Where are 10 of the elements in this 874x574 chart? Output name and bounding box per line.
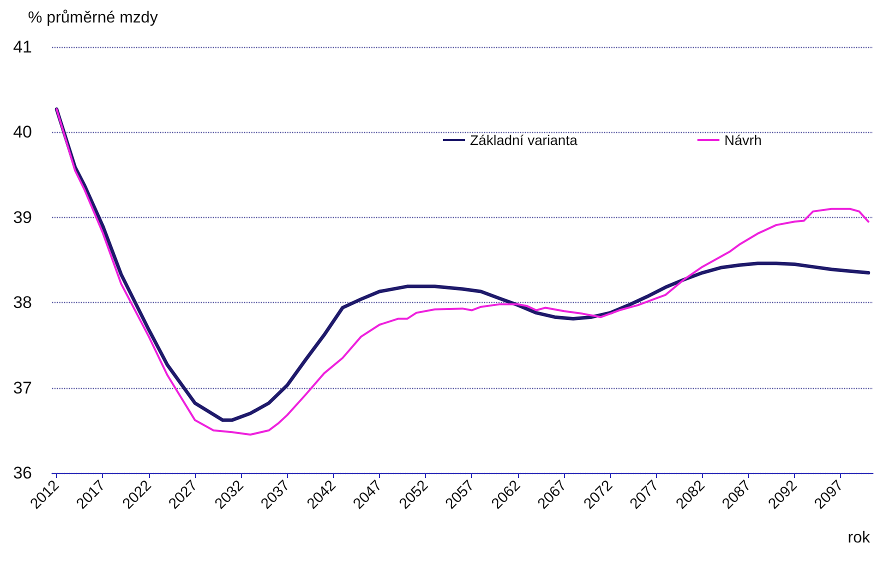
x-axis-title: rok bbox=[848, 530, 871, 546]
legend-label: Návrh bbox=[724, 132, 762, 148]
y-axis-title: % průměrné mzdy bbox=[28, 10, 158, 26]
y-tick-label: 36 bbox=[13, 464, 32, 482]
y-tick-label: 41 bbox=[13, 38, 32, 56]
y-tick-label: 39 bbox=[13, 208, 32, 227]
y-tick-label: 40 bbox=[13, 122, 32, 142]
y-tick-label: 37 bbox=[13, 378, 32, 398]
y-tick-label: 38 bbox=[13, 293, 32, 312]
legend-label: Základní varianta bbox=[470, 132, 578, 148]
